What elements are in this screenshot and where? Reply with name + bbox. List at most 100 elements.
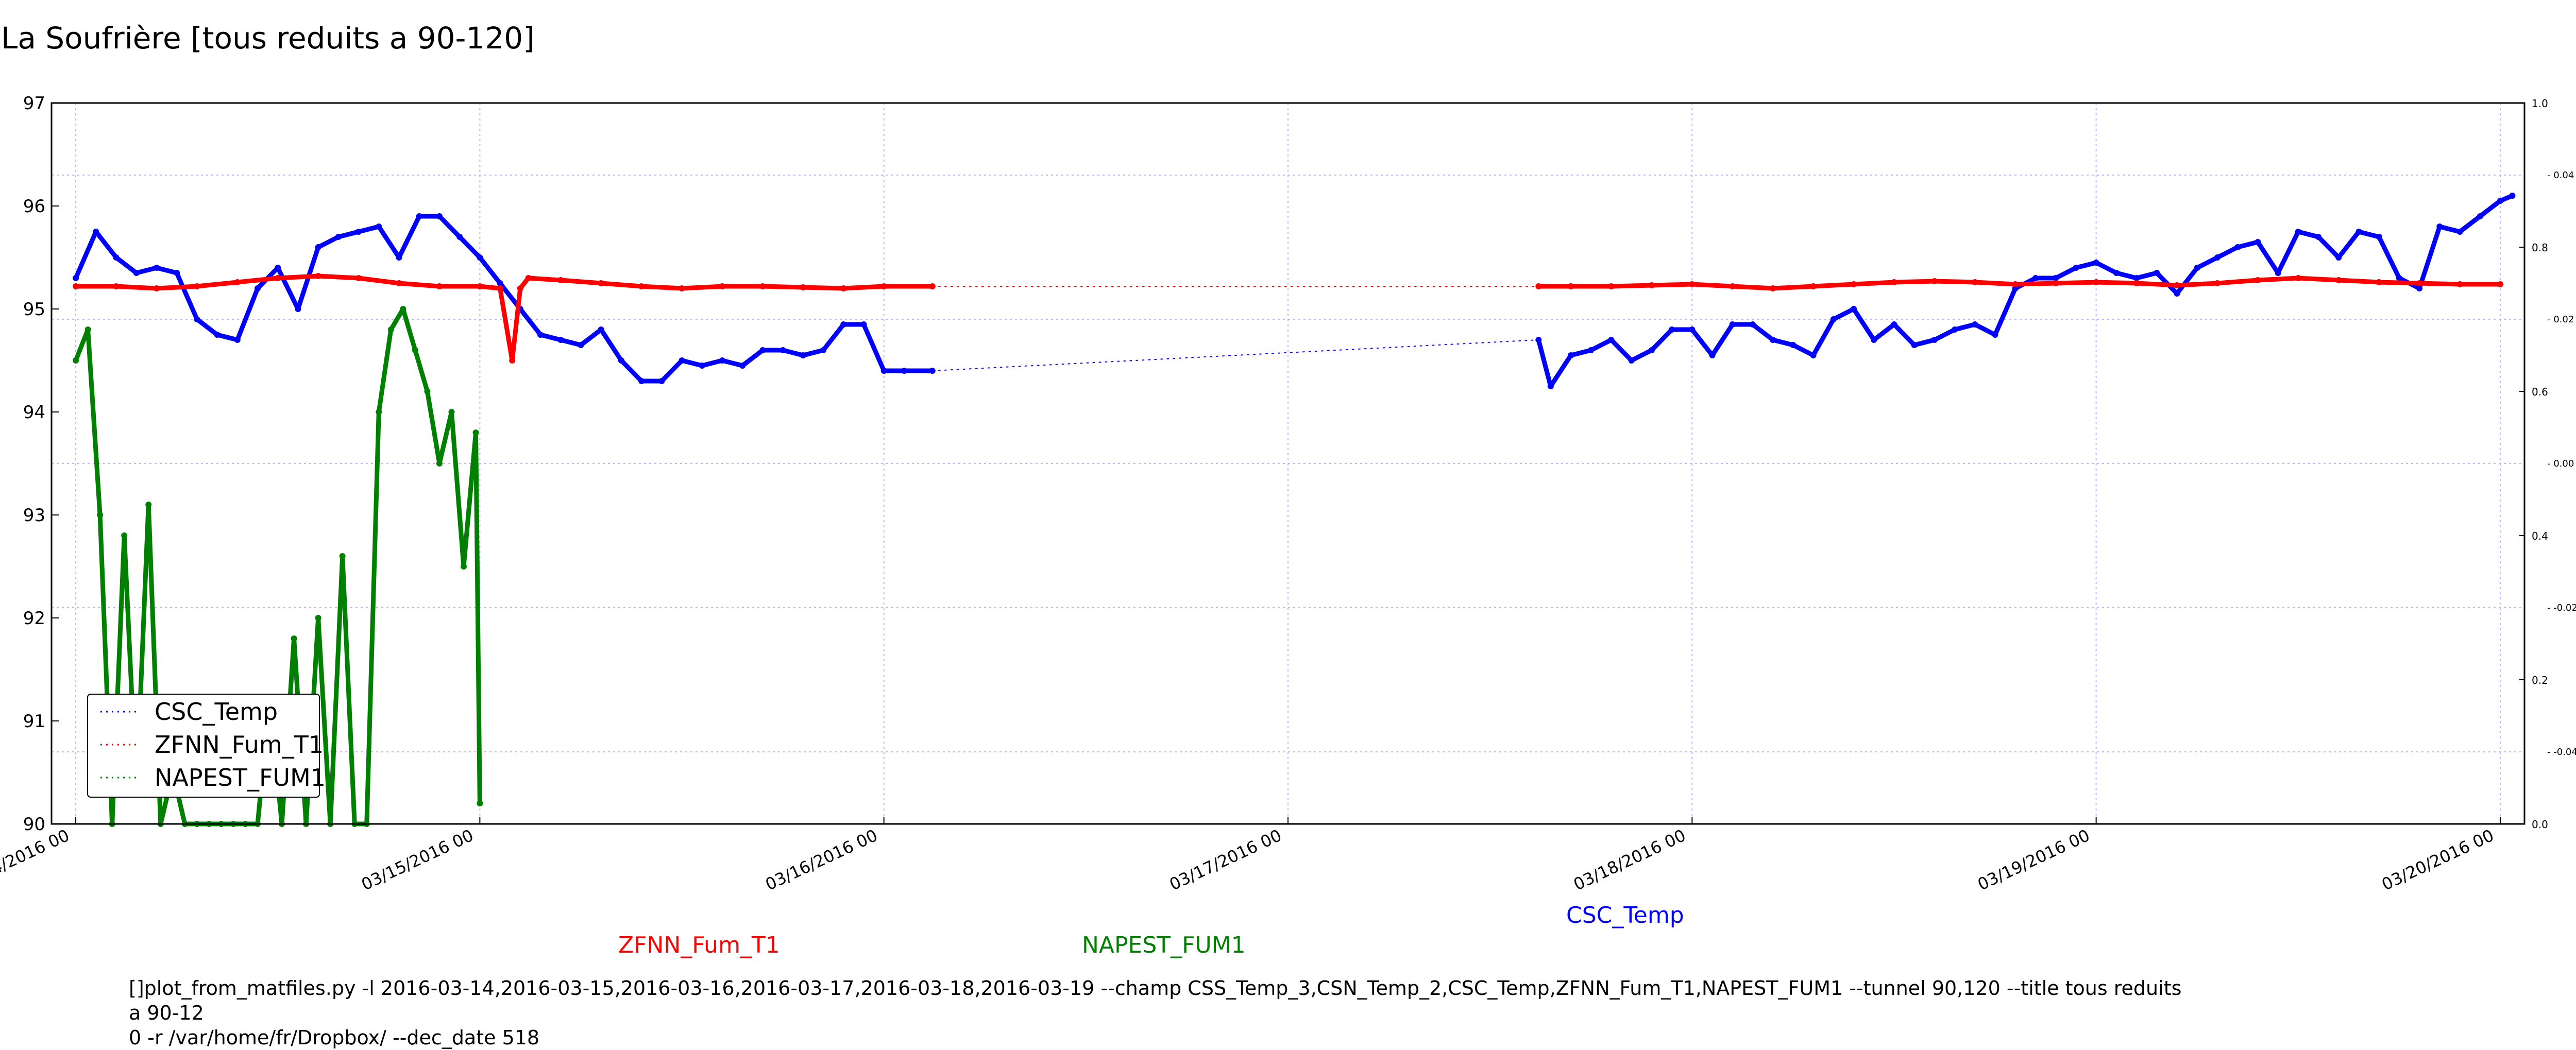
series-point	[679, 357, 685, 364]
x-tick-label: 03/17/2016 00	[1166, 825, 1284, 894]
series-segment	[73, 327, 91, 363]
series-segment	[1891, 322, 1917, 348]
series-point	[517, 285, 523, 291]
series-segment	[1993, 286, 2018, 337]
series-segment	[558, 337, 583, 348]
series-point	[73, 275, 79, 281]
series-segment	[801, 348, 826, 358]
series-point	[2093, 260, 2099, 266]
series-segment	[1689, 282, 1735, 289]
series-point	[1790, 342, 1797, 348]
series-segment	[639, 284, 685, 291]
series-segment	[2336, 278, 2382, 285]
x-tick-label: 03/16/2016 00	[762, 825, 880, 894]
series-segment	[1629, 348, 1654, 363]
y3-tick-label: - 0.02	[2547, 314, 2574, 325]
series-segment	[477, 284, 503, 291]
x-tick-label: 03/18/2016 00	[1570, 825, 1688, 894]
series-segment	[599, 281, 644, 289]
series-point	[2053, 275, 2059, 281]
x-tick-label: 03/15/2016 00	[358, 825, 476, 894]
series-point	[2335, 277, 2342, 283]
series-point	[840, 321, 847, 328]
series-point	[2335, 254, 2342, 261]
series-point	[1689, 326, 1696, 333]
series-point	[557, 277, 564, 283]
series-segment	[449, 409, 466, 569]
series-segment	[2377, 280, 2422, 286]
series-segment	[376, 224, 402, 260]
y-tick-label: 94	[23, 402, 45, 423]
series-segment	[1811, 282, 1856, 289]
series-segment	[680, 284, 725, 291]
series-point	[929, 368, 936, 374]
series-point	[1770, 337, 1776, 343]
series-segment	[73, 229, 98, 281]
y-tick-label: 90	[23, 814, 45, 835]
series-segment	[1608, 337, 1634, 363]
y-tick-label: 95	[23, 299, 45, 320]
series-point	[1608, 283, 1615, 289]
series-segment	[2276, 229, 2301, 276]
series-point	[376, 409, 382, 415]
series-point	[339, 553, 346, 559]
series-segment	[1750, 322, 1775, 342]
series-point	[2497, 198, 2503, 204]
series-segment	[437, 409, 454, 466]
series-segment	[2094, 260, 2119, 276]
y-tick-label: 93	[23, 505, 45, 526]
series-point	[133, 270, 140, 276]
series-segment	[1851, 306, 1876, 342]
series-segment	[388, 306, 405, 332]
y2-tick-label: 0.0	[2532, 818, 2548, 831]
series-point	[2396, 275, 2402, 281]
series-point	[1851, 281, 1857, 287]
series-point	[1952, 326, 1958, 333]
series-segment	[1932, 327, 1957, 342]
series-point	[335, 234, 342, 240]
series-point	[1911, 342, 1918, 348]
series-point	[880, 283, 887, 289]
series-point	[275, 275, 281, 281]
series-segment	[720, 358, 745, 368]
y3-tick-label: - -0.02	[2547, 603, 2576, 613]
series-segment	[2195, 255, 2220, 270]
series-point	[739, 363, 746, 369]
series-point	[456, 234, 463, 240]
series-segment	[1851, 280, 1896, 287]
series-point	[1770, 285, 1776, 291]
legend: CSC_Temp ZFNN_Fum_T1 NAPEST_FUM1	[87, 694, 326, 798]
series-segment	[400, 306, 418, 353]
legend-label: ZFNN_Fum_T1	[155, 731, 324, 759]
series-segment	[235, 286, 260, 342]
series-segment	[1548, 353, 1573, 389]
series-point	[1972, 279, 1978, 285]
series-segment	[215, 332, 240, 342]
series-point	[2376, 279, 2382, 285]
series-segment	[425, 389, 442, 466]
series-segment	[1811, 317, 1836, 358]
series-point	[73, 357, 79, 364]
series-point	[84, 326, 91, 333]
series-segment	[134, 265, 159, 276]
series-segment	[113, 255, 139, 276]
y2-tick-label: 0.6	[2532, 386, 2548, 398]
series-segment	[1972, 322, 1998, 337]
series-segment	[1710, 322, 1735, 358]
series-point	[2113, 270, 2120, 276]
series-point	[800, 284, 806, 290]
series-point	[315, 273, 321, 279]
series-segment	[1790, 342, 1816, 358]
series-segment	[328, 554, 345, 827]
series-segment	[558, 278, 604, 286]
series-point	[2416, 285, 2423, 291]
series-point	[174, 270, 180, 276]
series-point	[578, 342, 584, 348]
y-tick-label: 97	[23, 93, 45, 114]
series-segment	[680, 358, 705, 368]
series-point	[2275, 270, 2281, 276]
series-point	[73, 283, 79, 289]
series-point	[2295, 229, 2301, 235]
series-point	[2174, 282, 2180, 288]
bottom-label-csc: CSC_Temp	[1566, 902, 1684, 928]
